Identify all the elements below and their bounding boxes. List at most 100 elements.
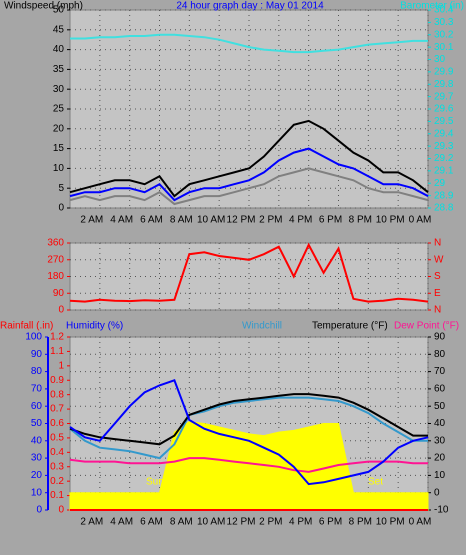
y-tick-label: 80 xyxy=(31,366,43,377)
y-tick-label: 10 xyxy=(434,470,446,481)
y-tick-label: 100 xyxy=(25,332,42,343)
x-tick-label: 12 PM xyxy=(227,517,256,528)
y-tick-label: 10 xyxy=(53,163,65,174)
y-tick-label: 0.9 xyxy=(50,375,64,386)
series-line xyxy=(69,147,429,202)
series-line xyxy=(69,393,428,446)
y-tick-label: 270 xyxy=(47,254,64,265)
axis-title: Barometer (in) xyxy=(400,1,464,12)
y-tick-label: 0.7 xyxy=(50,404,64,415)
y-tick-label: 40 xyxy=(53,44,65,55)
y-tick-label: 30 xyxy=(434,435,446,446)
y-tick-label: 29.1 xyxy=(434,166,454,177)
y-tick-label: 20 xyxy=(434,453,446,464)
y-tick-label: 15 xyxy=(53,143,65,154)
x-tick-label: 10 PM xyxy=(376,517,405,528)
y-tick-label: 30.1 xyxy=(434,42,454,53)
y-tick-label: 90 xyxy=(31,349,43,360)
y-tick-label: 360 xyxy=(47,238,64,249)
x-tick-label: 2 AM xyxy=(80,215,103,226)
x-tick-label: 6 PM xyxy=(319,215,342,226)
y-tick-label: 70 xyxy=(31,384,43,395)
y-tick-label: 0 xyxy=(36,505,42,516)
y-tick-label: 35 xyxy=(53,64,65,75)
x-tick-label: 4 PM xyxy=(289,215,312,226)
x-tick-label: 8 PM xyxy=(349,517,372,528)
y-tick-label: 90 xyxy=(53,288,65,299)
y-tick-label: 30 xyxy=(31,453,43,464)
y-tick-label: 0.1 xyxy=(50,490,64,501)
y-tick-label: 10 xyxy=(31,487,43,498)
axis-title: 24 hour graph day : May 01 2014 xyxy=(176,1,324,12)
y-tick-label: 1.2 xyxy=(50,332,64,343)
x-tick-label: 12 PM xyxy=(227,215,256,226)
x-tick-label: 0 AM xyxy=(409,517,432,528)
y-tick-label: N xyxy=(434,305,441,316)
y-tick-label: 40 xyxy=(434,418,446,429)
y-tick-label: 30.2 xyxy=(434,29,454,40)
y-tick-label: 45 xyxy=(53,24,65,35)
y-tick-label: 30.4 xyxy=(434,5,454,16)
y-tick-label: 0 xyxy=(58,305,64,316)
x-tick-label: 8 AM xyxy=(170,215,193,226)
y-tick-label: 29.4 xyxy=(434,128,454,139)
y-tick-label: 0 xyxy=(434,487,440,498)
y-tick-label: 30 xyxy=(53,84,65,95)
y-tick-label: 30 xyxy=(434,54,446,65)
y-tick-label: 29.6 xyxy=(434,104,454,115)
y-tick-label: 29.9 xyxy=(434,67,454,78)
y-tick-label: 0.5 xyxy=(50,433,64,444)
y-tick-label: 60 xyxy=(31,401,43,412)
y-tick-label: 50 xyxy=(434,401,446,412)
plot-area xyxy=(69,9,429,209)
y-tick-label: 29.5 xyxy=(434,116,454,127)
y-tick-label: 28.9 xyxy=(434,190,454,201)
x-tick-label: 6 AM xyxy=(140,517,163,528)
x-tick-label: 8 AM xyxy=(170,517,193,528)
solar-area xyxy=(69,421,429,511)
axis-title: Temperature (°F) xyxy=(312,321,388,332)
y-tick-label: 0.8 xyxy=(50,389,64,400)
y-tick-label: -10 xyxy=(434,505,449,516)
y-tick-label: 60 xyxy=(434,384,446,395)
y-tick-label: 29 xyxy=(434,178,446,189)
x-tick-label: 6 AM xyxy=(140,215,163,226)
series-line xyxy=(69,457,428,473)
y-tick-label: 0 xyxy=(58,203,64,214)
series-line xyxy=(69,167,429,206)
y-tick-label: 30.3 xyxy=(434,17,454,28)
y-tick-label: 50 xyxy=(31,418,43,429)
axis-title: Rainfall (.in) xyxy=(0,321,53,332)
x-tick-label: 2 AM xyxy=(80,517,103,528)
series-line xyxy=(69,119,429,198)
x-tick-label: 2 PM xyxy=(259,517,282,528)
series-line xyxy=(69,242,429,303)
y-tick-label: 80 xyxy=(434,349,446,360)
y-tick-label: 40 xyxy=(31,435,43,446)
y-tick-label: N xyxy=(434,238,441,249)
series-line xyxy=(69,396,428,460)
y-tick-label: 20 xyxy=(31,470,43,481)
y-tick-label: 1.1 xyxy=(50,346,64,357)
x-tick-label: 10 AM xyxy=(197,517,225,528)
axis-title: Humidity (%) xyxy=(66,321,123,332)
x-tick-label: 2 PM xyxy=(259,215,282,226)
y-tick-label: 28.8 xyxy=(434,203,454,214)
y-tick-label: 0 xyxy=(58,505,64,516)
series-line xyxy=(70,33,428,54)
x-tick-label: 4 PM xyxy=(289,517,312,528)
x-tick-label: 8 PM xyxy=(349,215,372,226)
x-tick-label: 10 PM xyxy=(376,215,405,226)
y-tick-label: 180 xyxy=(47,271,64,282)
axis-title: Windspeed (mph) xyxy=(4,1,83,12)
y-tick-label: 20 xyxy=(53,123,65,134)
y-tick-label: 25 xyxy=(53,104,65,115)
y-tick-label: E xyxy=(434,288,441,299)
y-tick-label: 90 xyxy=(434,332,446,343)
annotation: Sun xyxy=(146,477,164,488)
axis-title: Dew Point (°F) xyxy=(394,321,459,332)
y-tick-label: W xyxy=(434,254,444,265)
y-tick-label: 29.3 xyxy=(434,141,454,152)
y-tick-label: S xyxy=(434,271,441,282)
